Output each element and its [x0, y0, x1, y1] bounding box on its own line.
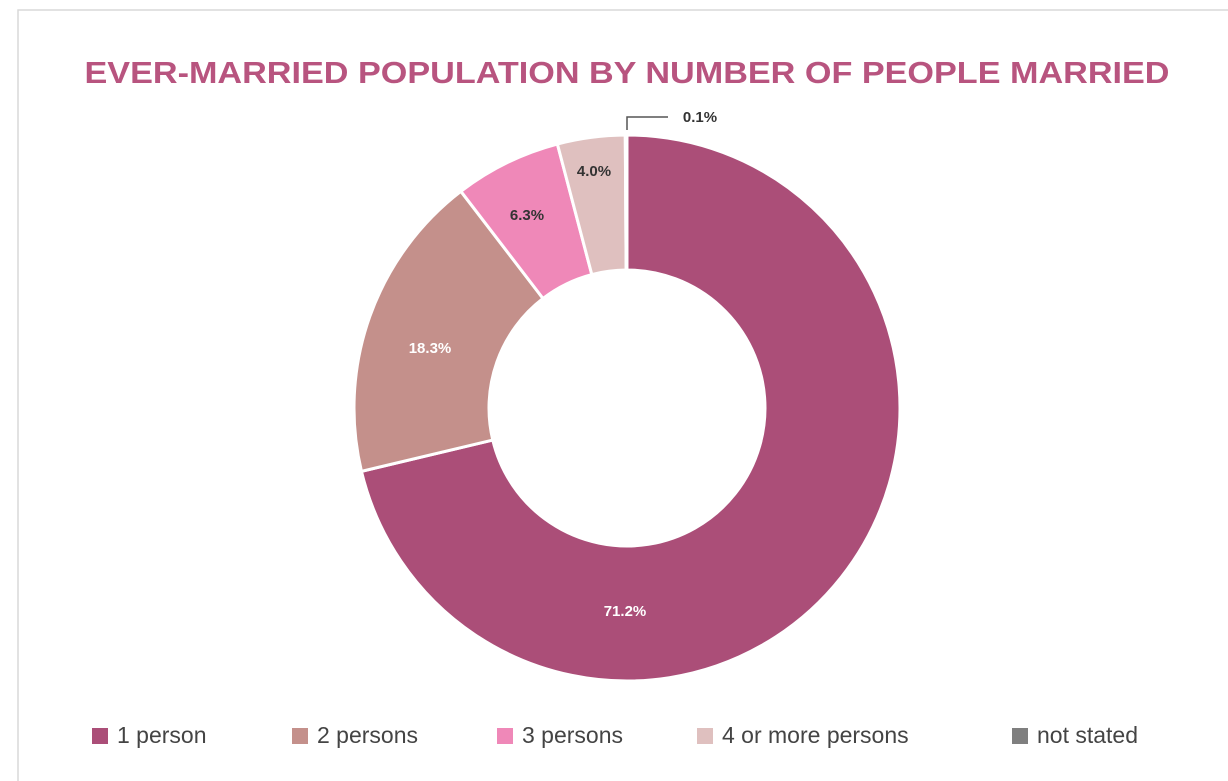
data-label: 4.0% [577, 163, 611, 180]
chart-title: EVER-MARRIED POPULATION BY NUMBER OF PEO… [85, 55, 1170, 90]
data-label: 0.1% [683, 109, 717, 126]
legend-swatch [92, 728, 108, 744]
donut-segment [623, 133, 629, 272]
legend-swatch [497, 728, 513, 744]
legend-swatch [1012, 728, 1028, 744]
legend-label: not stated [1037, 722, 1138, 748]
legend-swatch [697, 728, 713, 744]
data-label: 6.3% [510, 207, 544, 224]
donut-segment [359, 133, 902, 683]
legend-label: 3 persons [522, 722, 623, 748]
leader-line [626, 116, 668, 130]
donut-segment [352, 189, 546, 474]
data-label: 71.2% [604, 603, 647, 620]
legend-label: 2 persons [317, 722, 418, 748]
legend-label: 4 or more persons [722, 722, 909, 748]
legend-swatch [292, 728, 308, 744]
legend-label: 1 person [117, 722, 207, 748]
data-label: 18.3% [409, 340, 452, 357]
